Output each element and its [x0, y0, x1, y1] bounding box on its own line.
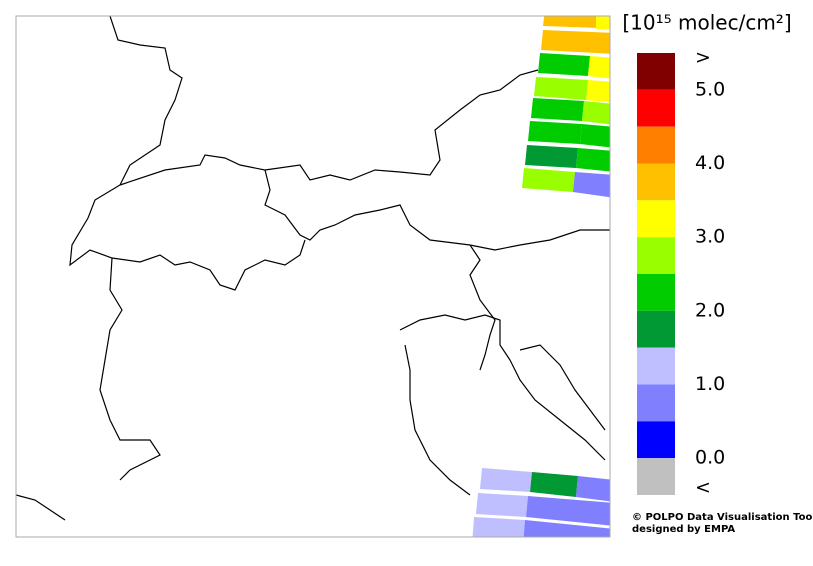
colorbar-label: <: [695, 477, 711, 499]
colorbar-label: 2.0: [695, 299, 725, 321]
colorbar-label: 0.0: [695, 447, 725, 469]
colorbar: >5.0 4.0 3.0 2.0 1.0 0.0 <: [637, 47, 725, 499]
colorbar-label: 3.0: [695, 226, 725, 248]
map: [16, 16, 610, 537]
data-swaths: [472, 16, 610, 537]
color-swatch: [637, 200, 675, 238]
unit-label: [10¹⁵ molec/cm²]: [622, 11, 791, 35]
color-swatch: [637, 53, 675, 90]
color-swatch: [637, 237, 675, 274]
color-swatch: [637, 384, 675, 422]
color-swatch: [637, 274, 675, 311]
colorbar-label: 4.0: [695, 152, 725, 174]
colorbar-label: 1.0: [695, 373, 725, 395]
color-swatch: [637, 89, 675, 127]
color-swatch: [637, 458, 675, 495]
borders: [16, 16, 610, 521]
color-swatch: [637, 421, 675, 459]
credit-line: designed by EMPA: [632, 524, 735, 535]
color-swatch: [637, 310, 675, 348]
color-swatch: [637, 126, 675, 164]
map-frame: [15, 15, 611, 538]
credit-line: © POLPO Data Visualisation Tool: [632, 512, 813, 523]
colorbar-label: >: [695, 47, 711, 69]
color-swatch: [637, 347, 675, 385]
color-swatch: [637, 163, 675, 201]
colorbar-label: 5.0: [695, 78, 725, 100]
